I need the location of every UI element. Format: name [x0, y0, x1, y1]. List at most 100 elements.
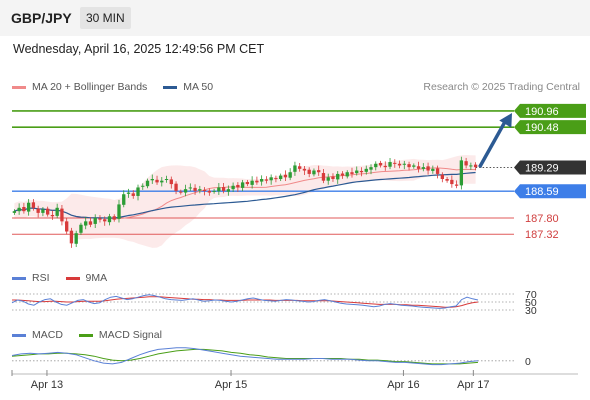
candle-body: [355, 170, 359, 174]
candle: [435, 165, 440, 179]
macd-panel: 0: [11, 347, 531, 368]
candle-body: [336, 173, 340, 180]
time-label-apr-16: Apr 16: [387, 379, 419, 391]
level-label-190.48: 190.48: [525, 122, 559, 134]
rsi-legend: RSI 9MA: [12, 272, 123, 284]
candle-body: [93, 217, 97, 224]
candle: [264, 176, 269, 184]
candle-body: [226, 189, 231, 192]
candle-body: [117, 204, 121, 219]
candle-body: [145, 180, 150, 187]
candle-body: [141, 185, 145, 187]
ma50-line: [14, 171, 476, 219]
candle: [221, 182, 226, 194]
level-tag-190.96: [514, 103, 586, 118]
candle-body: [431, 168, 435, 171]
trend-arrow-head: [499, 112, 512, 128]
candle-body: [312, 170, 316, 175]
candle-body: [221, 187, 226, 191]
candle-body: [126, 192, 131, 194]
candle: [393, 159, 397, 168]
candle-body: [435, 168, 440, 174]
candle-body: [88, 221, 93, 225]
macd-line: [11, 347, 479, 366]
candle: [126, 188, 131, 198]
candle-body: [160, 180, 164, 183]
candle: [397, 160, 402, 169]
candle: [93, 214, 97, 228]
candle: [112, 214, 116, 222]
candle-body: [264, 179, 269, 181]
timestamp: Wednesday, April 16, 2025 12:49:56 PM CE…: [13, 42, 265, 56]
candle-body: [74, 233, 78, 244]
candle-body: [174, 183, 178, 191]
candle: [169, 176, 173, 189]
candle: [183, 184, 188, 197]
symbol-label: GBP/JPY: [11, 10, 72, 26]
candle: [240, 179, 245, 192]
rsi-line: [11, 294, 479, 309]
candle-body: [283, 174, 288, 178]
candle: [160, 177, 164, 187]
candle: [131, 190, 135, 199]
time-axis: Apr 13 Apr 15 Apr 16 Apr 17: [11, 370, 578, 391]
candle-body: [302, 168, 307, 171]
candle-body: [388, 162, 392, 167]
candle: [464, 157, 468, 169]
candle: [450, 175, 454, 188]
legend-rsi: RSI: [12, 272, 50, 284]
candle-body: [131, 193, 135, 196]
candle-body: [240, 182, 245, 188]
candle: [245, 179, 250, 187]
candle: [255, 176, 259, 185]
candle-body: [207, 190, 212, 193]
candle-body: [269, 177, 273, 181]
level-label-188.59: 188.59: [525, 186, 559, 198]
candle-body: [31, 202, 36, 208]
candle-body: [450, 179, 454, 185]
legend-macd-label: MACD: [32, 329, 63, 341]
bollinger-band: [14, 155, 476, 248]
candle-body: [440, 174, 445, 179]
candle-body: [84, 221, 88, 226]
candle-body: [397, 163, 402, 166]
candle: [226, 185, 231, 196]
candle: [459, 156, 464, 190]
candle: [378, 160, 383, 168]
level-tag-190.48: [514, 120, 586, 135]
candle: [388, 157, 392, 170]
candle: [350, 167, 354, 178]
candle-body: [193, 187, 197, 191]
candle: [302, 165, 307, 176]
candle-body: [36, 208, 40, 213]
candle: [55, 203, 59, 219]
candle-body: [212, 190, 216, 192]
candle: [374, 161, 378, 171]
candle-body: [364, 168, 368, 172]
candle: [278, 173, 283, 182]
candle-body: [369, 167, 373, 170]
candle-body: [317, 170, 321, 173]
level-label-187.32: 187.32: [525, 229, 559, 241]
candle-body: [307, 169, 311, 174]
candle-body: [378, 162, 383, 166]
candle-body: [445, 179, 449, 181]
chart-header: GBP/JPY 30 MIN: [0, 0, 590, 36]
candle-body: [250, 180, 254, 185]
candle-body: [345, 172, 349, 177]
candle: [65, 218, 69, 235]
candle-body: [402, 163, 406, 165]
interval-button[interactable]: 30 MIN: [80, 7, 131, 29]
candle: [454, 180, 459, 189]
candles: [12, 156, 478, 248]
legend-ma20-label: MA 20 + Bollinger Bands: [32, 81, 148, 93]
candle-body: [255, 180, 259, 183]
legend-rsi-ma: 9MA: [65, 272, 107, 284]
candle-body: [155, 179, 159, 183]
candle-body: [150, 179, 154, 181]
candle-body: [321, 173, 326, 181]
rsi-level-label-50: 50: [525, 297, 537, 309]
candle: [298, 163, 302, 172]
candle: [293, 161, 297, 176]
